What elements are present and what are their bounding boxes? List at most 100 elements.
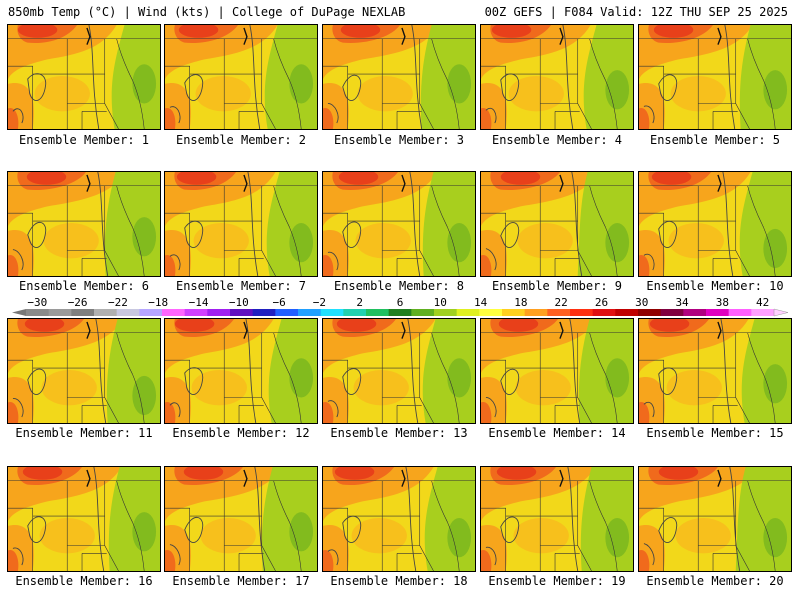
colorbar-tick-label: −22 [108,296,128,309]
colorbar-tick-label: 10 [434,296,447,309]
temperature-field-map [639,172,791,276]
chart-title: 850mb Temp (°C) | Wind (kts) | College o… [8,5,406,19]
ensemble-member-map [638,24,792,130]
ensemble-member-label: Ensemble Member: 20 [646,574,784,588]
ensemble-member-map [638,171,792,277]
ensemble-member-map [7,171,161,277]
colorbar-segment [411,309,435,316]
ensemble-member-label: Ensemble Member: 15 [646,426,784,440]
colorbar-tick-label: 34 [675,296,689,309]
colorbar-segment [592,309,616,316]
colorbar-tick-label: −14 [189,296,209,309]
colorbar-left-arrow [12,309,26,316]
colorbar-tick-label: −2 [313,296,326,309]
temperature-field-map [8,25,160,129]
colorbar-tick-label: 14 [474,296,488,309]
colorbar-segment [388,309,412,316]
temperature-colorbar: −30 −26 −22 −18 −14 −10 −6 −2 2 6 10 14 18 22 26 30 34 38… [12,296,789,317]
colorbar-segment [683,309,707,316]
temperature-field-map [481,467,633,571]
ensemble-member-map [480,24,634,130]
ensemble-member-label: Ensemble Member: 19 [488,574,626,588]
valid-time-label: 00Z GEFS | F084 Valid: 12Z THU SEP 25 20… [484,5,788,19]
colorbar-segment [139,309,163,316]
colorbar-segment [162,309,186,316]
colorbar-tick-label: 30 [635,296,648,309]
ensemble-member-map [480,171,634,277]
colorbar-segment [547,309,571,316]
ensemble-member-label: Ensemble Member: 2 [175,133,307,147]
colorbar-segment [298,309,322,316]
colorbar-segment [26,309,50,316]
ensemble-member-map [322,24,476,130]
colorbar-segment [94,309,118,316]
temperature-field-map [639,319,791,423]
colorbar-tick-label: −30 [27,296,47,309]
ensemble-member-map [480,318,634,424]
temperature-field-map [165,25,317,129]
temperature-field-map [323,319,475,423]
ensemble-member-map [164,171,318,277]
temperature-field-map [639,25,791,129]
ensemble-member-map [322,171,476,277]
temperature-field-map [8,172,160,276]
ensemble-member-map [322,318,476,424]
colorbar-segment [252,309,276,316]
temperature-field-map [481,172,633,276]
ensemble-member-label: Ensemble Member: 14 [488,426,626,440]
colorbar-segment [230,309,254,316]
colorbar-segment [751,309,775,316]
colorbar-tick-label: 2 [356,296,363,309]
ensemble-member-map [164,24,318,130]
temperature-field-map [481,25,633,129]
ensemble-member-label: Ensemble Member: 5 [649,133,781,147]
ensemble-member-label: Ensemble Member: 6 [18,279,150,293]
colorbar-tick-label: 26 [595,296,608,309]
ensemble-member-label: Ensemble Member: 4 [491,133,623,147]
ensemble-member-map [7,466,161,572]
colorbar-tick-label: 6 [397,296,404,309]
ensemble-member-label: Ensemble Member: 12 [172,426,310,440]
colorbar-tick-label: −10 [229,296,249,309]
ensemble-member-label: Ensemble Member: 1 [18,133,150,147]
colorbar-tick-label: −26 [68,296,88,309]
colorbar-segment [275,309,299,316]
ensemble-member-label: Ensemble Member: 18 [330,574,468,588]
ensemble-member-map [164,318,318,424]
ensemble-member-map [638,318,792,424]
ensemble-member-map [638,466,792,572]
colorbar-segment [638,309,662,316]
ensemble-member-label: Ensemble Member: 16 [15,574,153,588]
colorbar-segment [456,309,480,316]
ensemble-member-map [322,466,476,572]
ensemble-member-label: Ensemble Member: 8 [333,279,465,293]
colorbar-segment [728,309,752,316]
colorbar-segment [524,309,548,316]
ensemble-member-map [164,466,318,572]
colorbar-segment [434,309,458,316]
temperature-field-map [165,319,317,423]
colorbar-segment [706,309,730,316]
temperature-field-map [8,319,160,423]
temperature-field-map [323,25,475,129]
colorbar-tick-label: −6 [272,296,285,309]
colorbar-segment [479,309,503,316]
ensemble-member-label: Ensemble Member: 3 [333,133,465,147]
colorbar-segment [71,309,95,316]
ensemble-member-label: Ensemble Member: 13 [330,426,468,440]
colorbar-tick-label: 38 [716,296,729,309]
colorbar-segment [366,309,390,316]
colorbar-right-arrow [773,308,789,317]
ensemble-member-label: Ensemble Member: 17 [172,574,310,588]
temperature-field-map [323,172,475,276]
colorbar-tick-label: 42 [756,296,769,309]
temperature-field-map [639,467,791,571]
colorbar-segment [184,309,208,316]
colorbar-segment [343,309,367,316]
ensemble-member-map [7,24,161,130]
ensemble-member-label: Ensemble Member: 11 [15,426,153,440]
temperature-field-map [165,172,317,276]
colorbar-segment [116,309,140,316]
temperature-field-map [323,467,475,571]
colorbar-segment [502,309,526,316]
